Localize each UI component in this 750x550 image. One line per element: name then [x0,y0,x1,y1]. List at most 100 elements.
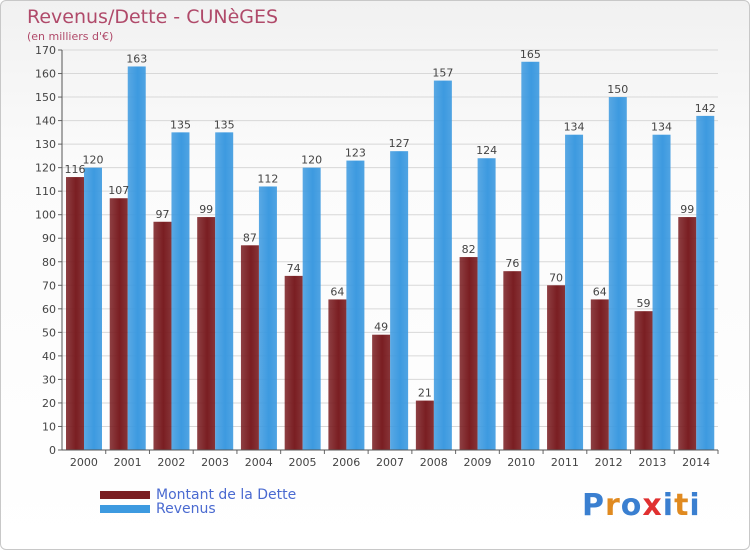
data-label-revenus: 135 [214,118,235,131]
logo-letter: x [642,488,663,523]
data-label-dette: 64 [593,285,607,298]
data-label-revenus: 124 [476,144,497,157]
bar-dette [503,271,522,450]
legend-swatch-revenus [100,505,150,513]
y-tick-label: 60 [42,303,56,316]
chart-subtitle: (en milliers d'€) [27,30,114,43]
bar-revenus [84,167,102,450]
bar-dette [678,217,697,450]
bars [66,61,715,451]
x-tick-label: 2005 [289,456,317,469]
y-tick-label: 110 [35,185,56,198]
data-label-dette: 76 [505,257,519,270]
data-label-revenus: 163 [126,52,147,65]
bar-revenus [215,132,234,450]
bar-dette [372,334,391,450]
bar-revenus [390,151,409,451]
bar-revenus [696,115,715,450]
x-tick-label: 2007 [376,456,404,469]
bar-dette [328,299,347,450]
bar-revenus [652,134,671,451]
data-label-revenus: 150 [607,83,628,96]
legend-label-revenus: Revenus [156,501,216,517]
y-tick-label: 130 [35,138,56,151]
data-label-revenus: 127 [389,137,410,150]
bar-dette [634,311,653,450]
data-label-dette: 97 [155,208,169,221]
y-tick-label: 10 [42,420,56,433]
data-label-dette: 99 [199,203,213,216]
x-tick-label: 2013 [638,456,666,469]
logo-letter: i [662,488,675,523]
bar-dette [284,275,303,450]
x-tick-label: 2011 [551,456,579,469]
x-tick-label: 2006 [332,456,360,469]
data-label-revenus: 134 [651,121,672,134]
data-label-revenus: 120 [301,154,322,167]
chart-title: Revenus/Dette - CUNèGES [27,6,279,28]
bar-dette [240,245,259,450]
y-tick-label: 100 [35,209,56,222]
bar-dette [109,198,128,450]
bar-dette [153,221,172,450]
x-tick-label: 2009 [463,456,491,469]
x-tick-label: 2002 [157,456,185,469]
y-tick-label: 40 [42,350,56,363]
y-tick-label: 70 [42,279,56,292]
x-tick-label: 2000 [70,456,98,469]
data-label-revenus: 157 [432,67,453,80]
bar-revenus [477,158,496,450]
data-label-dette: 49 [374,321,388,334]
y-tick-label: 90 [42,232,56,245]
data-label-dette: 99 [680,203,694,216]
data-label-dette: 21 [418,387,432,400]
y-tick-label: 20 [42,397,56,410]
data-label-revenus: 134 [564,121,585,134]
data-label-dette: 87 [243,231,257,244]
logo-letter: P [582,488,605,523]
y-tick-label: 160 [35,68,56,81]
bar-revenus [171,132,190,450]
proxiti-logo: Proxiti [582,488,701,523]
data-label-revenus: 165 [520,48,541,61]
bar-dette [459,257,478,450]
bar-revenus [258,186,277,450]
bar-dette [415,400,434,450]
logo-letter: o [620,488,643,523]
y-tick-label: 150 [35,91,56,104]
y-tick-label: 0 [49,444,56,457]
data-label-dette: 74 [287,262,301,275]
data-label-revenus: 120 [83,154,104,167]
data-label-revenus: 135 [170,118,191,131]
bar-revenus [127,66,146,451]
logo-letter: t [674,488,690,523]
x-tick-label: 2012 [595,456,623,469]
data-label-dette: 64 [330,285,344,298]
legend-item-revenus: Revenus [100,501,216,517]
x-tick-label: 2004 [245,456,273,469]
bar-dette [66,177,84,450]
bar-dette [547,285,566,450]
data-label-dette: 82 [462,243,476,256]
x-tick-label: 2010 [507,456,535,469]
bar-dette [590,299,609,450]
bar-revenus [346,160,365,450]
y-tick-label: 80 [42,256,56,269]
bar-dette [197,217,216,450]
x-tick-label: 2001 [114,456,142,469]
data-label-revenus: 142 [695,102,716,115]
bar-revenus [521,61,540,450]
data-label-revenus: 112 [257,172,278,185]
data-label-dette: 116 [65,163,86,176]
y-tick-label: 170 [35,44,56,57]
bar-revenus [565,134,584,451]
x-tick-label: 2014 [682,456,710,469]
legend-label-dette: Montant de la Dette [156,487,297,503]
bar-revenus [433,80,452,451]
data-label-dette: 70 [549,271,563,284]
legend-item-dette: Montant de la Dette [100,487,296,503]
x-tick-label: 2008 [420,456,448,469]
logo-letter: i [689,488,701,523]
axes [58,49,719,454]
y-tick-label: 50 [42,326,56,339]
